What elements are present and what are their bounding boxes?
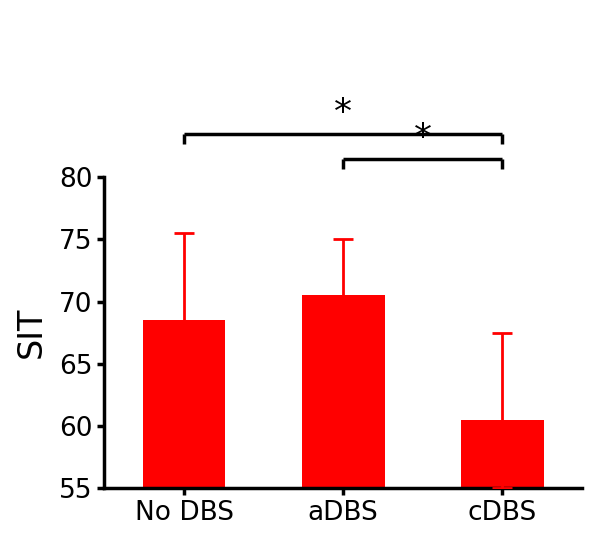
Bar xyxy=(302,295,384,488)
Bar xyxy=(143,320,226,488)
Text: *: * xyxy=(334,96,352,130)
Y-axis label: SIT: SIT xyxy=(15,307,48,358)
Text: *: * xyxy=(414,121,432,155)
Bar xyxy=(461,420,544,488)
